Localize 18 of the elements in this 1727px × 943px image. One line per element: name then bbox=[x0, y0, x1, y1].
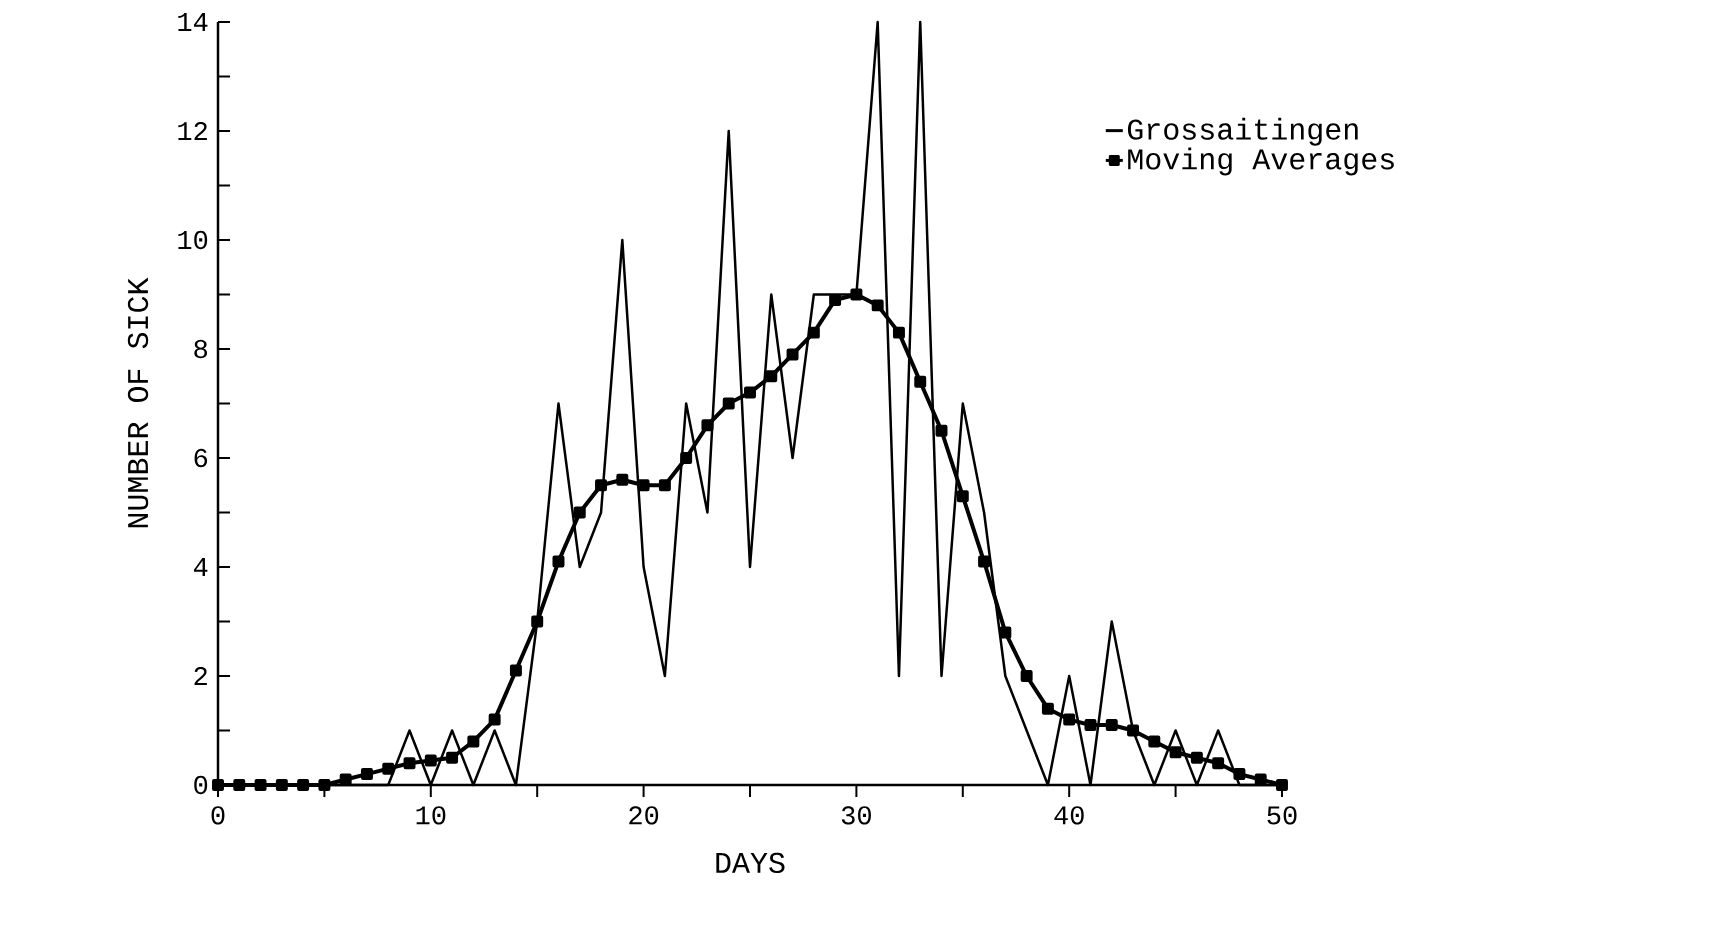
y-tick-label: 10 bbox=[178, 230, 208, 250]
x-tick-label: 40 bbox=[1054, 806, 1084, 825]
legend-label: Grossaitingen bbox=[1127, 117, 1358, 146]
y-tick-label: 0 bbox=[194, 775, 208, 795]
y-tick-label: 14 bbox=[178, 13, 208, 31]
x-tick-label: 20 bbox=[629, 806, 659, 825]
y-tick-label: 2 bbox=[194, 666, 207, 686]
x-tick-label: 30 bbox=[841, 806, 871, 825]
y-axis-title: NUMBER OF SICK bbox=[127, 277, 149, 528]
y-tick-label: 4 bbox=[193, 558, 208, 576]
y-tick-label: 8 bbox=[194, 339, 208, 359]
x-axis-title: DAYS bbox=[716, 852, 785, 874]
legend-label: Moving Averages bbox=[1128, 147, 1394, 176]
y-tick-label: 12 bbox=[178, 121, 207, 141]
x-tick-label: 50 bbox=[1267, 806, 1297, 825]
y-tick-label: 6 bbox=[194, 448, 208, 468]
x-tick-label: 10 bbox=[416, 806, 446, 825]
x-tick-label: 0 bbox=[211, 806, 225, 825]
